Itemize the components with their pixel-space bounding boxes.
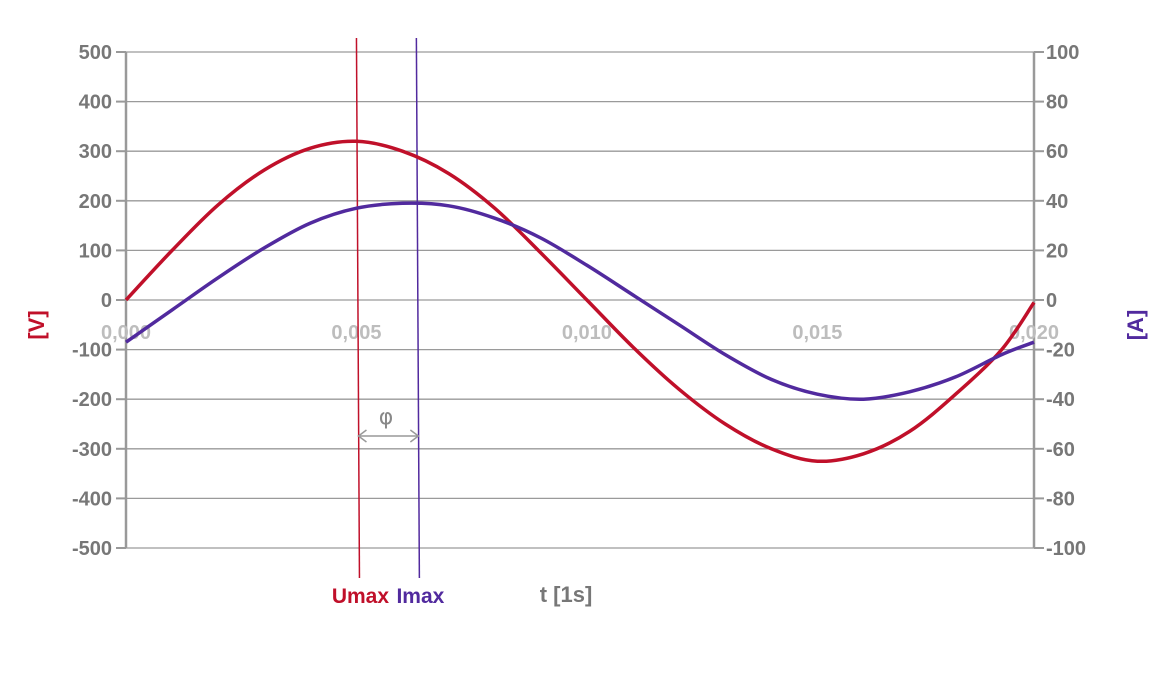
phase-annotation: φ (357, 405, 420, 443)
y-right-tick-label: 40 (1046, 191, 1068, 213)
right-y-tick-labels: 100 80 60 40 20 0 -20 -40 -60 -80 -100 (1046, 42, 1086, 560)
peak-marker-line (355, 37, 361, 579)
left-axis-title: [V] (24, 310, 49, 339)
y-left-tick-label: 500 (79, 42, 112, 64)
voltage-series-line (124, 139, 1036, 464)
phase-arrow-right-head (409, 429, 420, 443)
y-right-tick-label: 20 (1046, 240, 1068, 262)
x-tick-label: 0,000 (101, 322, 151, 344)
y-right-tick-label: 100 (1046, 42, 1079, 64)
y-left-tick-label: 300 (79, 141, 112, 163)
y-left-tick-label: 0 (101, 290, 112, 312)
x-tick-label: 0,015 (792, 322, 842, 344)
y-left-tick-label: -300 (72, 439, 112, 461)
y-right-tick-label: -40 (1046, 389, 1075, 411)
peak-marker-label: Imax (396, 585, 444, 608)
x-tick-label: 0,020 (1009, 322, 1059, 344)
series-lines (124, 139, 1036, 464)
y-right-tick-label: -100 (1046, 538, 1086, 560)
y-right-tick-label: -20 (1046, 340, 1075, 362)
x-tick-label: 0,010 (562, 322, 612, 344)
phase-arrow-left-head (357, 429, 367, 443)
peak-marker-line (415, 37, 421, 579)
y-right-tick-label: 80 (1046, 92, 1068, 114)
y-right-tick-label: -80 (1046, 488, 1075, 510)
y-left-tick-label: -100 (72, 340, 112, 362)
gridlines (116, 51, 1044, 549)
right-axis-title: [A] (1123, 310, 1148, 341)
y-left-tick-label: 200 (79, 191, 112, 213)
x-tick-labels: 0,000 0,005 0,010 0,015 0,020 (101, 322, 1059, 344)
y-left-tick-label: -400 (72, 488, 112, 510)
x-axis-title: t [1s] (540, 582, 593, 607)
current-series-line (124, 201, 1035, 401)
y-right-tick-label: 0 (1046, 290, 1057, 312)
x-tick-label: 0,005 (331, 322, 381, 344)
y-left-tick-label: -500 (72, 538, 112, 560)
left-y-tick-labels: 500 400 300 200 100 0 -100 -200 -300 -400 -500 (72, 42, 112, 560)
y-left-tick-label: 100 (79, 240, 112, 262)
phi-symbol: φ (379, 405, 394, 430)
y-left-tick-label: 400 (79, 92, 112, 114)
y-right-tick-label: -60 (1046, 439, 1075, 461)
y-right-tick-label: 60 (1046, 141, 1068, 163)
peak-marker-label: Umax (332, 585, 390, 608)
peak-markers: Umax Imax (332, 37, 445, 608)
y-left-tick-label: -200 (72, 389, 112, 411)
